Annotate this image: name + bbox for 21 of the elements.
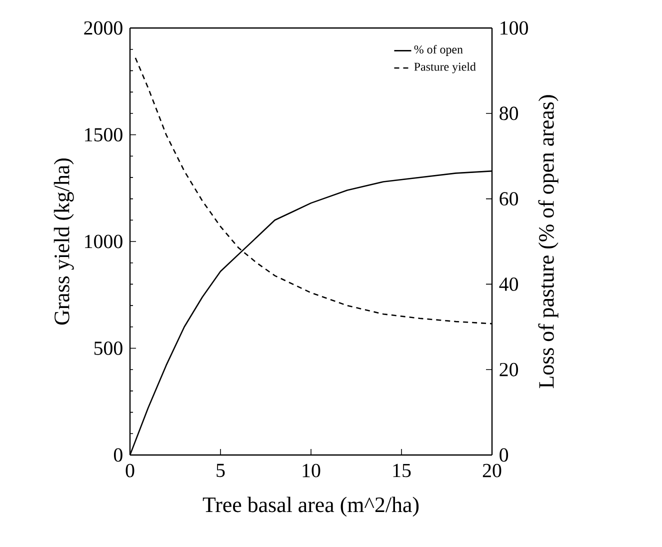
y-tick-label: 500 — [94, 342, 122, 355]
y2-tick-label: 20 — [500, 362, 518, 376]
y2-axis-title: Loss of pasture (% of open areas) — [538, 95, 558, 388]
y-tick-label: 2000 — [84, 21, 122, 35]
y2-tick-label: 80 — [500, 106, 518, 120]
legend-label: Pasture yield — [414, 62, 476, 74]
x-axis-title: Tree basal area (m^2/ha) — [202, 496, 419, 517]
x-tick-label: 5 — [216, 464, 225, 478]
x-tick-label: 20 — [482, 464, 502, 478]
y2-tick-label: 100 — [500, 21, 528, 35]
y2-tick-label: 40 — [499, 277, 518, 291]
x-tick-label: 10 — [302, 464, 320, 478]
legend-label: % of open — [414, 44, 463, 56]
y-tick-label: 1500 — [85, 128, 122, 142]
y-tick-label: 1000 — [85, 234, 122, 248]
y-tick-label: 0 — [114, 448, 122, 462]
y-axis-title: Grass yield (kg/ha) — [54, 158, 74, 325]
y2-tick-label: 60 — [500, 192, 518, 206]
x-tick-label: 0 — [126, 464, 134, 478]
y2-tick-label: 0 — [500, 448, 508, 462]
x-tick-label: 15 — [393, 464, 411, 478]
